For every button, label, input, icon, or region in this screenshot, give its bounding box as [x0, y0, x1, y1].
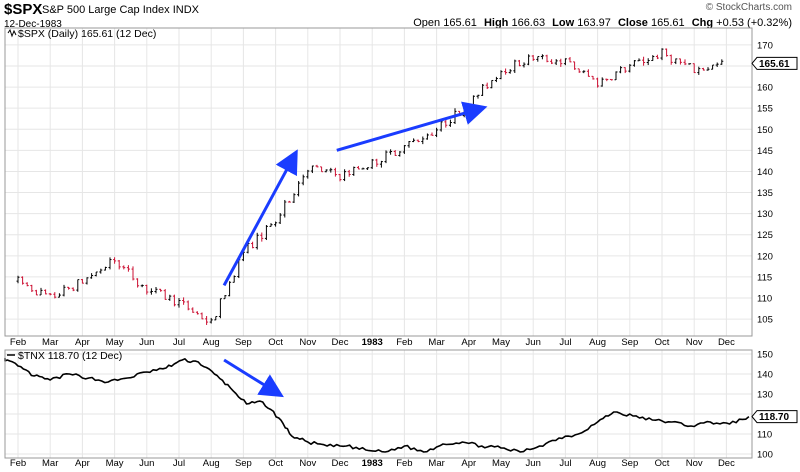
x-tick-label: Jun — [526, 458, 541, 469]
x-tick-label: Feb — [396, 337, 412, 348]
y-tick-label: 105 — [757, 315, 773, 326]
x-tick-label: May — [492, 337, 510, 348]
x-tick-label: Aug — [203, 458, 220, 469]
x-tick-label: Apr — [75, 337, 90, 348]
x-tick-label: Jun — [139, 337, 154, 348]
x-tick-label: May — [106, 337, 124, 348]
x-tick-label: May — [106, 458, 124, 469]
last-value-label: 118.70 — [759, 412, 789, 423]
x-tick-label: Aug — [589, 337, 606, 348]
x-tick-label: Mar — [42, 337, 58, 348]
x-tick-label: Sep — [621, 458, 638, 469]
x-tick-label: Feb — [10, 458, 26, 469]
chart-header: $SPX S&P 500 Large Cap Index INDX 12-Dec… — [0, 0, 800, 36]
x-tick-label: Oct — [268, 458, 283, 469]
x-tick-label: Jun — [526, 337, 541, 348]
x-tick-label: Dec — [718, 337, 735, 348]
x-tick-label: Aug — [203, 337, 220, 348]
ohlc-summary: Open 165.61 High 166.63 Low 163.97 Close… — [413, 17, 792, 29]
x-tick-label: Apr — [461, 458, 476, 469]
x-tick-label: Apr — [461, 337, 476, 348]
x-tick-label: Oct — [655, 458, 670, 469]
x-tick-label: Feb — [10, 337, 26, 348]
x-tick-label: Dec — [332, 458, 349, 469]
x-tick-label: Jul — [559, 458, 571, 469]
trend-arrow — [223, 358, 284, 398]
last-value-label: 165.61 — [759, 59, 790, 70]
x-tick-label: Jun — [139, 458, 154, 469]
close-label: Close — [617, 17, 648, 29]
x-tick-label: Sep — [621, 337, 638, 348]
x-tick-label: Oct — [268, 337, 283, 348]
trend-arrow — [336, 101, 488, 152]
open-value: 165.61 — [443, 17, 477, 29]
tnx-series-line — [4, 358, 750, 453]
panel-frame — [4, 27, 753, 337]
x-tick-label: Oct — [655, 337, 670, 348]
x-tick-label: 1983 — [362, 458, 383, 469]
low-label: Low — [552, 17, 575, 29]
x-tick-label: Sep — [235, 458, 252, 469]
y-tick-label: 170 — [757, 40, 773, 51]
y-tick-label: 150 — [757, 350, 773, 361]
stockcharts-credit: © StockCharts.com — [705, 2, 792, 13]
x-tick-label: Apr — [75, 458, 90, 469]
x-tick-label: Nov — [299, 458, 316, 469]
y-tick-label: 130 — [757, 390, 773, 401]
y-tick-label: 120 — [757, 251, 773, 262]
last-value-tag — [751, 410, 798, 424]
x-tick-label: Dec — [718, 458, 735, 469]
symbol-name: S&P 500 Large Cap Index INDX — [42, 4, 199, 16]
high-value: 166.63 — [511, 17, 546, 29]
y-tick-label: 145 — [757, 146, 773, 157]
index-name: S&P 500 Large Cap Index — [42, 4, 170, 16]
symbol-title: $SPX — [4, 1, 43, 18]
y-tick-label: 110 — [757, 430, 772, 441]
y-tick-label: 135 — [757, 188, 773, 199]
x-tick-label: Jul — [173, 337, 185, 348]
panel-frame — [4, 349, 753, 459]
y-tick-label: 160 — [757, 83, 773, 94]
high-label: High — [483, 17, 509, 29]
y-tick-label: 140 — [757, 167, 773, 178]
open-label: Open — [413, 17, 441, 29]
y-tick-label: 115 — [757, 272, 772, 283]
y-tick-label: 100 — [757, 450, 773, 461]
x-tick-label: Mar — [42, 458, 58, 469]
x-tick-label: May — [492, 458, 510, 469]
low-value: 163.97 — [577, 17, 611, 29]
y-tick-label: 130 — [757, 209, 773, 220]
x-tick-label: 1983 — [362, 337, 383, 348]
quote-date: 12-Dec-1983 — [4, 19, 62, 30]
x-tick-label: Dec — [332, 337, 349, 348]
x-tick-label: Jul — [559, 337, 571, 348]
x-tick-label: Jul — [173, 458, 185, 469]
x-tick-label: Mar — [428, 458, 444, 469]
x-tick-label: Nov — [686, 337, 703, 348]
y-tick-label: 110 — [757, 294, 772, 305]
x-tick-label: Mar — [428, 337, 444, 348]
chg-label: Chg — [691, 17, 714, 29]
x-tick-label: Nov — [686, 458, 703, 469]
y-tick-label: 125 — [757, 230, 773, 241]
x-tick-label: Sep — [235, 337, 252, 348]
legend-label: $TNX 118.70 (12 Dec) — [18, 350, 122, 362]
legend-ohlc-swatch — [7, 28, 17, 38]
x-tick-label: Feb — [396, 458, 412, 469]
y-tick-label: 140 — [757, 370, 773, 381]
exchange-code: INDX — [172, 4, 199, 16]
last-value-tag — [751, 56, 798, 70]
x-tick-label: Nov — [299, 337, 316, 348]
trend-arrow — [222, 149, 298, 287]
x-tick-label: Aug — [589, 458, 606, 469]
legend-label: $SPX (Daily) 165.61 (12 Dec) — [18, 28, 156, 40]
y-tick-label: 155 — [757, 104, 773, 115]
close-value: 165.61 — [650, 17, 685, 29]
chg-value: +0.53 (+0.32%) — [716, 17, 792, 29]
y-tick-label: 150 — [757, 125, 773, 136]
